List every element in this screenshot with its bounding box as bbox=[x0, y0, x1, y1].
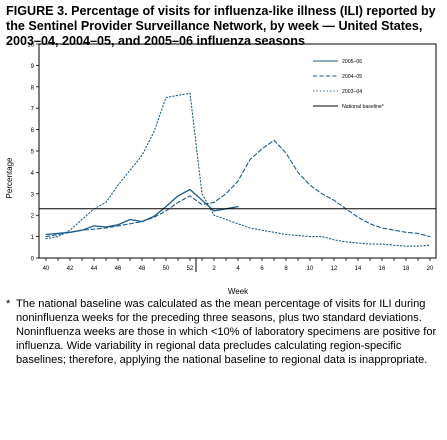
y-tick-label: 0 bbox=[31, 257, 35, 263]
x-tick-label: 14 bbox=[355, 266, 362, 272]
x-tick-label: 20 bbox=[427, 266, 434, 272]
y-tick-label: 10 bbox=[27, 43, 34, 49]
y-tick-label: 9 bbox=[31, 64, 35, 70]
y-tick-label: 5 bbox=[31, 150, 35, 156]
chart-legend: 2005–06 2004–05 2003–04 National baseline* bbox=[313, 59, 384, 110]
x-tick-label: 48 bbox=[139, 266, 146, 272]
x-tick-label: 42 bbox=[67, 266, 74, 272]
x-axis-label: Week bbox=[228, 287, 249, 296]
y-axis-label: Percentage bbox=[5, 157, 14, 198]
x-tick-label: 16 bbox=[379, 266, 386, 272]
legend-label: National baseline* bbox=[342, 104, 384, 110]
y-tick-label: 8 bbox=[31, 85, 35, 91]
x-tick-label: 4 bbox=[236, 266, 240, 272]
x-tick-label: 50 bbox=[163, 266, 170, 272]
y-tick-label: 7 bbox=[31, 107, 35, 113]
footnote-marker: * bbox=[6, 298, 11, 310]
x-tick-label: 12 bbox=[331, 266, 338, 272]
x-tick-label: 44 bbox=[91, 266, 98, 272]
y-tick-label: 1 bbox=[31, 235, 35, 241]
legend-label: 2003–04 bbox=[342, 89, 362, 95]
footnote-text: The national baseline was calculated as … bbox=[16, 298, 437, 366]
series-line-2004-05 bbox=[45, 139, 431, 238]
legend-label: 2004–05 bbox=[342, 74, 362, 80]
y-tick-label: 3 bbox=[31, 192, 35, 198]
legend-label: 2005–06 bbox=[342, 59, 362, 65]
x-tick-label: 40 bbox=[43, 266, 50, 272]
y-tick-label: 6 bbox=[31, 128, 35, 134]
x-tick-label: 8 bbox=[284, 266, 288, 272]
series-line-2005-06 bbox=[45, 188, 239, 236]
x-tick-label: 46 bbox=[115, 266, 122, 272]
y-tick-label: 2 bbox=[31, 214, 35, 220]
x-tick-label: 10 bbox=[307, 266, 314, 272]
x-tick-label: 6 bbox=[260, 266, 264, 272]
x-tick-label: 18 bbox=[403, 266, 410, 272]
series-line-2003-04 bbox=[45, 92, 431, 247]
x-tick-label: 2 bbox=[212, 266, 216, 272]
figure-footnote: * The national baseline was calculated a… bbox=[6, 297, 442, 367]
y-tick-label: 4 bbox=[31, 171, 35, 177]
x-tick-label: 52 bbox=[187, 266, 194, 272]
